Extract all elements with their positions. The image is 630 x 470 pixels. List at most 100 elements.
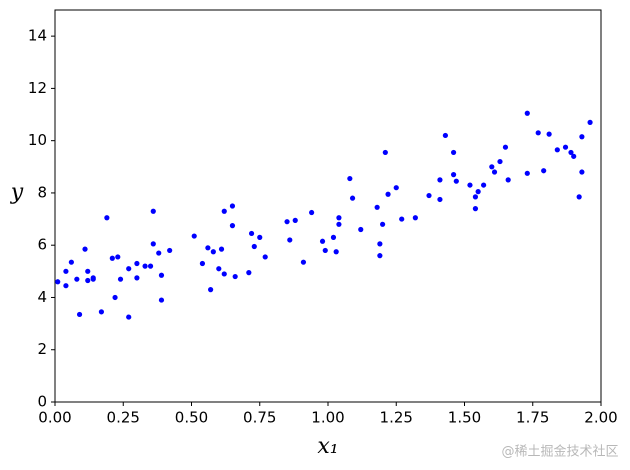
point bbox=[251, 243, 257, 250]
x-tick-label: 1.50 bbox=[448, 409, 481, 427]
point bbox=[467, 182, 473, 188]
point bbox=[374, 204, 380, 210]
point bbox=[382, 149, 388, 156]
point bbox=[385, 191, 391, 197]
watermark: @稀土掘金技术社区 bbox=[501, 444, 618, 460]
x-tick-label: 2.00 bbox=[584, 409, 617, 427]
x-tick-label: 0.00 bbox=[38, 409, 71, 427]
point bbox=[450, 172, 457, 178]
point bbox=[216, 266, 222, 272]
point bbox=[147, 263, 154, 269]
x-tick-label: 0.75 bbox=[243, 409, 276, 427]
plot-frame bbox=[54, 9, 602, 403]
x-tick-label: 0.25 bbox=[107, 409, 140, 427]
point bbox=[85, 277, 91, 284]
point bbox=[453, 178, 459, 184]
point bbox=[377, 253, 383, 259]
point bbox=[126, 266, 132, 272]
point bbox=[568, 149, 574, 156]
point bbox=[208, 287, 214, 293]
point bbox=[134, 275, 140, 281]
point bbox=[63, 283, 69, 289]
point bbox=[579, 134, 585, 140]
point bbox=[68, 259, 74, 265]
point bbox=[199, 260, 206, 267]
point bbox=[104, 215, 110, 221]
point bbox=[287, 237, 293, 243]
point bbox=[205, 245, 211, 251]
point bbox=[437, 196, 443, 203]
point bbox=[82, 246, 88, 252]
point bbox=[336, 215, 342, 221]
point bbox=[284, 219, 290, 225]
point bbox=[330, 234, 337, 240]
point bbox=[380, 221, 386, 227]
point bbox=[158, 297, 165, 303]
point bbox=[248, 230, 255, 237]
point bbox=[300, 259, 307, 265]
y-tick-label: 6 bbox=[37, 236, 47, 254]
point bbox=[126, 314, 132, 320]
point bbox=[158, 272, 165, 278]
point bbox=[437, 177, 443, 183]
point bbox=[475, 189, 481, 195]
point bbox=[142, 263, 148, 269]
point bbox=[150, 208, 156, 214]
point bbox=[336, 221, 342, 227]
point bbox=[246, 270, 252, 276]
point bbox=[377, 241, 383, 247]
y-tick-label: 12 bbox=[28, 79, 47, 97]
y-tick-label: 0 bbox=[37, 393, 47, 411]
point bbox=[167, 247, 173, 254]
point bbox=[322, 247, 328, 254]
point bbox=[333, 249, 339, 255]
point bbox=[221, 208, 227, 214]
x-tick-label: 0.50 bbox=[175, 409, 208, 427]
point bbox=[232, 273, 238, 280]
point bbox=[63, 268, 69, 274]
point bbox=[497, 158, 503, 165]
point bbox=[55, 279, 61, 285]
point bbox=[117, 276, 124, 282]
point bbox=[229, 203, 236, 209]
point bbox=[393, 185, 399, 191]
point bbox=[309, 209, 315, 216]
point bbox=[115, 254, 121, 260]
x-tick-label: 1.00 bbox=[311, 409, 344, 427]
point bbox=[579, 169, 585, 175]
point bbox=[481, 182, 487, 188]
point bbox=[576, 194, 582, 200]
point bbox=[541, 168, 547, 174]
y-tick-label: 14 bbox=[28, 27, 47, 45]
point bbox=[221, 271, 227, 277]
point bbox=[472, 206, 479, 212]
point bbox=[112, 294, 118, 301]
point bbox=[98, 309, 105, 315]
point bbox=[292, 217, 298, 223]
point bbox=[90, 275, 96, 281]
y-tick-label: 10 bbox=[28, 131, 47, 149]
point bbox=[156, 250, 162, 256]
x-tick-label: 1.75 bbox=[516, 409, 549, 427]
point bbox=[399, 216, 405, 222]
x-axis-title: x₁ bbox=[317, 434, 338, 459]
point bbox=[319, 238, 326, 244]
y-axis-title: y bbox=[10, 180, 24, 205]
point bbox=[85, 268, 91, 274]
point bbox=[229, 223, 236, 229]
point bbox=[524, 110, 530, 116]
point bbox=[134, 260, 140, 267]
x-tick-label: 1.25 bbox=[380, 409, 413, 427]
point bbox=[358, 226, 364, 233]
point bbox=[76, 311, 83, 318]
point bbox=[472, 194, 479, 200]
point bbox=[571, 153, 577, 159]
point bbox=[524, 170, 530, 176]
point bbox=[349, 195, 356, 201]
point bbox=[426, 192, 432, 199]
point bbox=[450, 149, 457, 156]
y-tick-label: 2 bbox=[37, 340, 47, 358]
point bbox=[191, 233, 197, 239]
point bbox=[535, 130, 541, 136]
